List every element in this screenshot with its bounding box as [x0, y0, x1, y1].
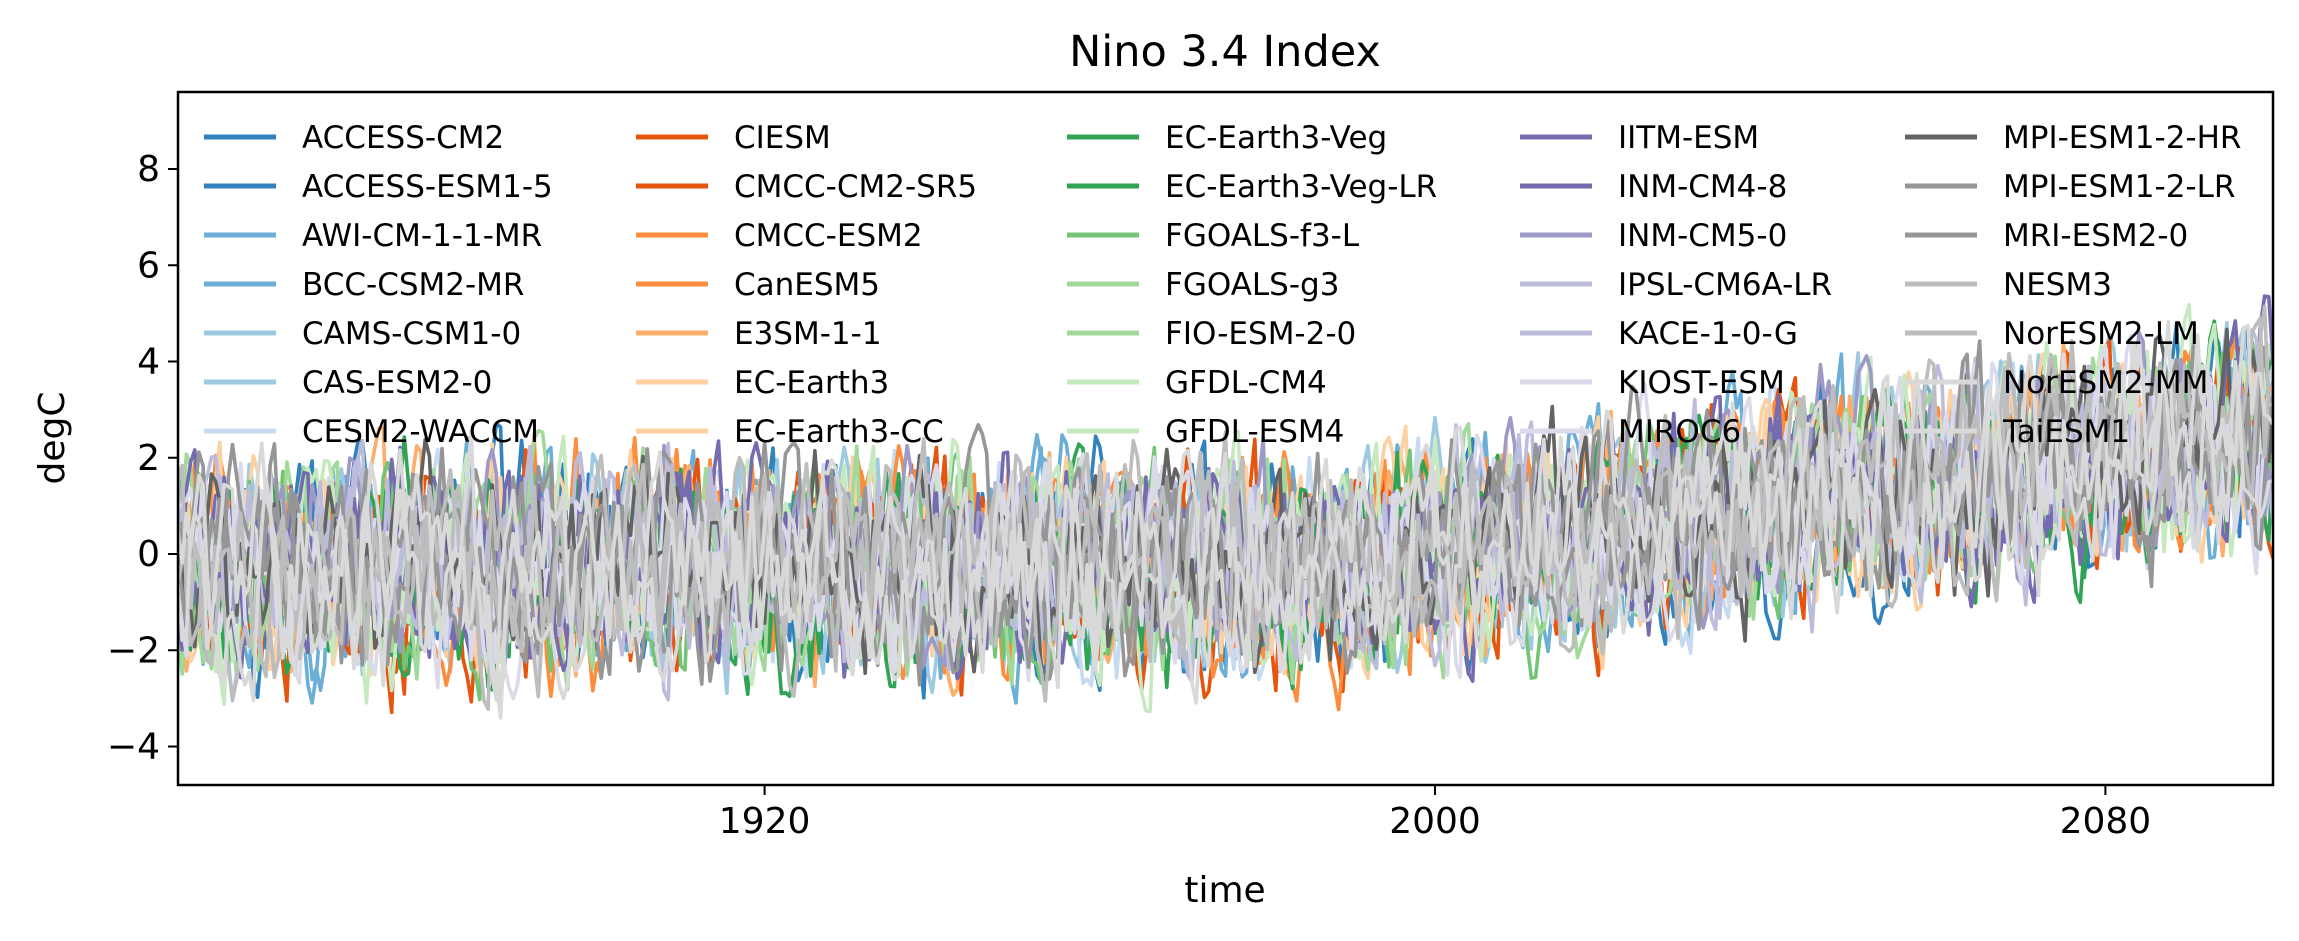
y-tick-label: 6	[137, 245, 160, 286]
legend-label: GFDL-ESM4	[1165, 414, 1344, 450]
legend-label: NorESM2-MM	[2003, 365, 2208, 401]
legend-label: CMCC-ESM2	[734, 218, 923, 254]
y-axis-label: degC	[32, 392, 73, 485]
legend-label: EC-Earth3-Veg-LR	[1165, 169, 1437, 205]
legend: ACCESS-CM2 ACCESS-ESM1-5 AWI-CM-1-1-MR BCC-…	[204, 120, 2241, 450]
series-line-nesm3	[178, 316, 2273, 699]
legend-label: KIOST-ESM	[1618, 365, 1785, 401]
legend-label: KACE-1-0-G	[1618, 316, 1798, 352]
legend-label: EC-Earth3-Veg	[1165, 120, 1387, 156]
y-tick-label: −2	[107, 630, 160, 671]
x-tick-label: 1920	[719, 801, 811, 842]
legend-label: IITM-ESM	[1618, 120, 1759, 156]
legend-label: INM-CM5-0	[1618, 218, 1787, 254]
legend-label: CMCC-CM2-SR5	[734, 169, 977, 205]
legend-label: CIESM	[734, 120, 831, 156]
legend-label: E3SM-1-1	[734, 316, 882, 352]
legend-label: EC-Earth3-CC	[734, 414, 944, 450]
legend-label: EC-Earth3	[734, 365, 889, 401]
series-line-noresm2-mm	[178, 333, 2273, 705]
legend-label: INM-CM4-8	[1618, 169, 1787, 205]
x-axis-label: time	[1184, 870, 1265, 911]
legend-label: BCC-CSM2-MR	[302, 267, 524, 303]
chart-title: Nino 3.4 Index	[1069, 27, 1381, 77]
legend-label: MPI-ESM1-2-HR	[2003, 120, 2241, 156]
y-tick-label: 2	[137, 438, 160, 479]
y-tick-label: 8	[137, 149, 160, 190]
legend-label: FIO-ESM-2-0	[1165, 316, 1356, 352]
legend-label: ACCESS-ESM1-5	[302, 169, 553, 205]
legend-label: TaiESM1	[2002, 414, 2130, 450]
legend-label: NESM3	[2003, 267, 2112, 303]
legend-label: IPSL-CM6A-LR	[1618, 267, 1832, 303]
x-tick-label: 2000	[1389, 801, 1481, 842]
series-lines	[178, 294, 2273, 720]
legend-label: ACCESS-CM2	[302, 120, 504, 156]
y-tick-label: 4	[137, 342, 160, 383]
legend-label: MPI-ESM1-2-LR	[2003, 169, 2235, 205]
series-line-taiesm1	[178, 319, 2273, 720]
legend-label: CAMS-CSM1-0	[302, 316, 521, 352]
legend-label: AWI-CM-1-1-MR	[302, 218, 542, 254]
legend-label: GFDL-CM4	[1165, 365, 1327, 401]
legend-label: CAS-ESM2-0	[302, 365, 492, 401]
legend-label: FGOALS-f3-L	[1165, 218, 1360, 254]
legend-label: MRI-ESM2-0	[2003, 218, 2188, 254]
legend-label: CanESM5	[734, 267, 880, 303]
legend-label: NorESM2-LM	[2003, 316, 2199, 352]
plot-frame	[176, 90, 2275, 787]
y-tick-label: −4	[107, 727, 160, 768]
y-axis: −4 −2 0 2 4 6 8	[107, 149, 178, 768]
legend-label: FGOALS-g3	[1165, 267, 1339, 303]
x-axis: 1920 2000 2080	[719, 785, 2151, 842]
legend-label: MIROC6	[1618, 414, 1741, 450]
y-tick-label: 0	[137, 534, 160, 575]
x-tick-label: 2080	[2060, 801, 2152, 842]
legend-label: CESM2-WACCM	[302, 414, 539, 450]
